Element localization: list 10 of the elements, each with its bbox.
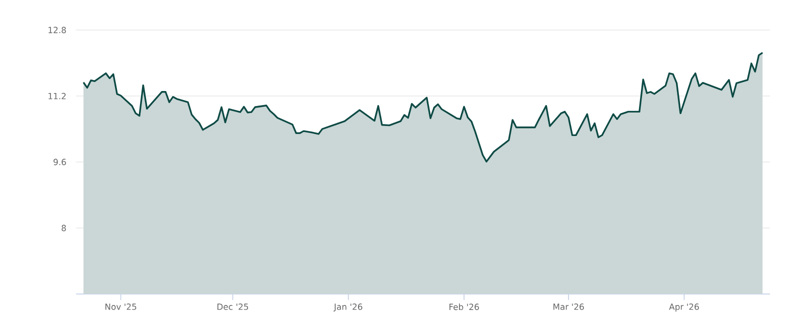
x-tick-label: Dec '25	[217, 304, 248, 310]
y-tick-label: 8	[62, 224, 66, 232]
x-tick-label: Feb '26	[449, 304, 479, 310]
y-tick-label: 11.2	[48, 92, 66, 100]
x-tick-label: Apr '26	[669, 304, 699, 312]
x-tick-label: Nov '25	[105, 304, 136, 310]
x-tick-label: Jan '26	[334, 304, 362, 312]
y-tick-label: 9.6	[54, 158, 66, 166]
y-tick-label: 12.8	[48, 26, 66, 34]
x-tick-label: Mar '26	[553, 304, 584, 310]
